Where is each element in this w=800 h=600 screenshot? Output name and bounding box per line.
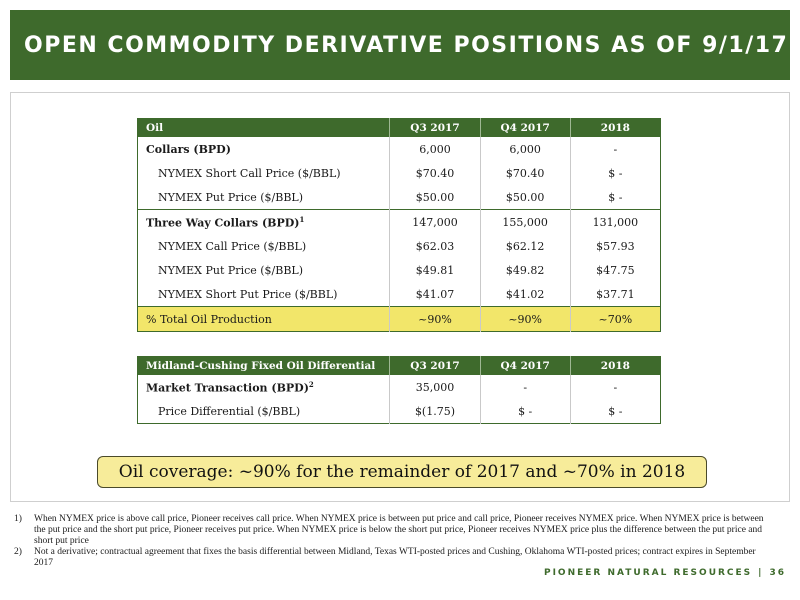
cell-2018: ~70% xyxy=(570,306,661,332)
page-title: OPEN COMMODITY DERIVATIVE POSITIONS AS O… xyxy=(24,32,789,58)
cell-q3: $49.81 xyxy=(389,258,481,282)
brand-footer: PIONEER NATURAL RESOURCES | 36 xyxy=(544,568,786,578)
cell-2018: - xyxy=(613,380,618,394)
cell-q3: 35,000 xyxy=(389,375,481,399)
footnote-number: 1) xyxy=(14,514,22,524)
cell-q4: $41.02 xyxy=(480,282,571,307)
content-frame xyxy=(10,92,790,502)
row-label-cell: Market Transaction (BPD)2 xyxy=(137,375,391,399)
cell-q4: 6,000 xyxy=(480,137,571,161)
cell-2018: $37.71 xyxy=(596,287,635,301)
cell-q3: 147,000 xyxy=(389,209,481,234)
cell-q4: $62.12 xyxy=(480,234,571,258)
table-row-call: NYMEX Call Price ($/BBL) $62.03 $62.12 $… xyxy=(137,234,661,258)
column-header-oil: Oil xyxy=(137,118,391,137)
brand-separator: | xyxy=(758,568,764,578)
column-header-differential: Midland-Cushing Fixed Oil Differential xyxy=(137,356,391,375)
cell-q4: ~90% xyxy=(480,306,571,332)
footnote-number: 2) xyxy=(14,547,22,557)
table-row-collars: Collars (BPD) 6,000 6,000 - xyxy=(137,137,661,161)
row-label: NYMEX Short Call Price ($/BBL) xyxy=(137,161,391,185)
footnote-text: Not a derivative; contractual agreement … xyxy=(34,547,756,568)
cell-2018: $ - xyxy=(608,190,623,204)
cell-q3: $62.03 xyxy=(389,234,481,258)
cell-q3: $41.07 xyxy=(389,282,481,307)
table-header-row: Oil Q3 2017 Q4 2017 2018 xyxy=(137,118,661,137)
cell-2018: $ - xyxy=(608,404,623,418)
table-row-market-transaction: Market Transaction (BPD)2 35,000 - - xyxy=(137,375,661,399)
footnote-ref-1: 1 xyxy=(299,214,305,224)
row-label: % Total Oil Production xyxy=(137,306,391,332)
column-header-q3-2017: Q3 2017 xyxy=(389,118,481,137)
cell-q3: $70.40 xyxy=(389,161,481,185)
row-label: Market Transaction (BPD) xyxy=(146,381,309,395)
column-header-q3-2017: Q3 2017 xyxy=(389,356,481,375)
cell-2018: $ - xyxy=(608,166,623,180)
page-number: 36 xyxy=(769,568,786,578)
row-label: Collars (BPD) xyxy=(137,137,391,161)
cell-q4: $50.00 xyxy=(480,185,571,210)
cell-q3: $(1.75) xyxy=(389,399,481,424)
footnote-ref-2: 2 xyxy=(308,379,314,389)
table-row-total-oil-production: % Total Oil Production ~90% ~90% ~70% xyxy=(137,306,661,332)
row-label: NYMEX Put Price ($/BBL) xyxy=(137,258,391,282)
cell-2018: $57.93 xyxy=(596,239,635,253)
cell-q4: - xyxy=(480,375,571,399)
table-row-price-differential: Price Differential ($/BBL) $(1.75) $ - $… xyxy=(137,399,661,424)
row-label: NYMEX Call Price ($/BBL) xyxy=(137,234,391,258)
cell-q4: $ - xyxy=(480,399,571,424)
differential-table: Midland-Cushing Fixed Oil Differential Q… xyxy=(137,356,661,424)
footnote-text: When NYMEX price is above call price, Pi… xyxy=(34,514,764,546)
footnote-1: 1) When NYMEX price is above call price,… xyxy=(14,514,774,547)
footnotes: 1) When NYMEX price is above call price,… xyxy=(14,514,774,569)
column-header-q4-2017: Q4 2017 xyxy=(480,356,571,375)
cell-2018: - xyxy=(613,142,618,156)
cell-q4: $49.82 xyxy=(480,258,571,282)
cell-q3: $50.00 xyxy=(389,185,481,210)
row-label-cell: Three Way Collars (BPD)1 xyxy=(137,209,391,234)
row-label: NYMEX Short Put Price ($/BBL) xyxy=(137,282,391,307)
table-row-short-put: NYMEX Short Put Price ($/BBL) $41.07 $41… xyxy=(137,282,661,307)
column-header-2018: 2018 xyxy=(570,118,661,137)
row-label: Price Differential ($/BBL) xyxy=(137,399,391,424)
row-label: Three Way Collars (BPD) xyxy=(146,216,300,230)
cell-q4: $70.40 xyxy=(480,161,571,185)
cell-2018: 131,000 xyxy=(570,209,661,234)
footnote-2: 2) Not a derivative; contractual agreeme… xyxy=(14,547,774,569)
oil-coverage-callout: Oil coverage: ~90% for the remainder of … xyxy=(97,456,707,488)
table-row-put-three-way: NYMEX Put Price ($/BBL) $49.81 $49.82 $4… xyxy=(137,258,661,282)
title-bar: OPEN COMMODITY DERIVATIVE POSITIONS AS O… xyxy=(10,10,790,80)
table-row-put: NYMEX Put Price ($/BBL) $50.00 $50.00 $ … xyxy=(137,185,661,210)
table-row-short-call: NYMEX Short Call Price ($/BBL) $70.40 $7… xyxy=(137,161,661,185)
table-row-three-way-collars: Three Way Collars (BPD)1 147,000 155,000… xyxy=(137,209,661,234)
brand-name: PIONEER NATURAL RESOURCES xyxy=(543,568,753,578)
column-header-2018: 2018 xyxy=(570,356,661,375)
cell-q4: 155,000 xyxy=(480,209,571,234)
cell-q3: ~90% xyxy=(389,306,481,332)
cell-q3: 6,000 xyxy=(389,137,481,161)
oil-coverage-text: Oil coverage: ~90% for the remainder of … xyxy=(118,462,686,482)
cell-2018: $47.75 xyxy=(596,263,635,277)
table-header-row: Midland-Cushing Fixed Oil Differential Q… xyxy=(137,356,661,375)
column-header-q4-2017: Q4 2017 xyxy=(480,118,571,137)
row-label: NYMEX Put Price ($/BBL) xyxy=(137,185,391,210)
oil-derivatives-table: Oil Q3 2017 Q4 2017 2018 Collars (BPD) 6… xyxy=(137,118,661,332)
